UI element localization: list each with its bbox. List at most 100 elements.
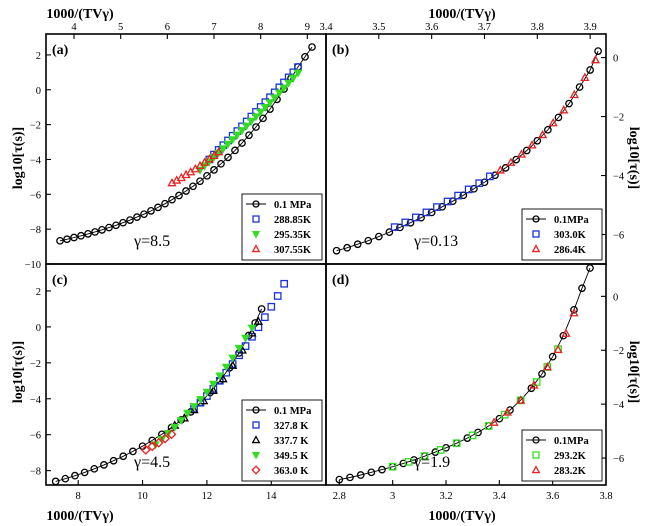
data-point-circle [438, 202, 447, 211]
x-tick-label: 10 [137, 491, 148, 502]
data-point-circle [301, 52, 309, 61]
data-point-triangle-down [215, 372, 225, 381]
data-point-square [388, 462, 397, 471]
y-tick-label: −6 [30, 431, 41, 442]
data-point-circle [98, 225, 106, 234]
x-tick-label: 3 [390, 491, 395, 502]
legend: 0.1MPa 293.2K 283.2K [521, 429, 603, 482]
panel-letter: (c) [52, 273, 68, 288]
data-point-square [401, 218, 410, 227]
legend-label: 295.35K [274, 230, 312, 241]
data-point-triangle-down [221, 363, 231, 372]
legend-label: 307.55K [274, 245, 312, 256]
bottom-axis-title-right: 1000/(TVγ) [428, 509, 496, 524]
data-point-square [443, 197, 452, 206]
data-point-circle [90, 464, 99, 473]
data-point-diamond [166, 429, 177, 440]
legend-marker-triangle-up [251, 244, 261, 253]
data-point-circle [80, 468, 89, 477]
data-point-circle [196, 177, 204, 186]
right-axis-title-lower: log10[τ(s)] [626, 341, 641, 403]
data-point-triangle-up [580, 72, 590, 82]
panel-data [56, 43, 316, 245]
data-point-triangle-down [293, 69, 303, 78]
legend-label: 0.1 MPa [274, 406, 312, 417]
data-point-triangle-up [516, 395, 526, 404]
y-tick-label: −4 [30, 395, 42, 406]
data-point-circle [148, 436, 157, 445]
legend-marker-circle [252, 200, 260, 208]
data-point-circle [544, 125, 552, 134]
data-point-circle [538, 370, 546, 378]
legend-marker-triangle-down [251, 451, 261, 460]
legend-marker-circle [532, 215, 540, 223]
data-point-circle [84, 230, 92, 238]
gamma-label: γ=8.5 [133, 233, 170, 250]
data-point-circle [533, 136, 542, 145]
legend-marker-square [252, 421, 260, 429]
data-point-circle [374, 232, 383, 241]
bottom-axis-title-left: 1000/(TVγ) [46, 509, 114, 524]
data-point-circle [442, 443, 450, 452]
data-point-circle [396, 223, 404, 232]
x-tick-label: 3.4 [493, 491, 507, 502]
data-point-triangle-up [590, 54, 601, 64]
legend-label: 363.0 K [274, 466, 309, 477]
data-point-circle [100, 461, 108, 469]
data-point-square [485, 172, 494, 181]
legend-label: 303.0K [554, 230, 587, 241]
data-point-square [484, 422, 493, 430]
top-axis-title: 1000/(TVγ) [46, 7, 114, 22]
data-point-circle [367, 468, 376, 477]
x-tick-label: 5 [118, 22, 123, 33]
data-point-triangle-down [242, 122, 252, 131]
legend-label: 349.5 K [274, 451, 309, 462]
data-point-triangle-up [228, 360, 238, 369]
data-point-circle [364, 236, 373, 245]
data-point-triangle-up [542, 361, 552, 371]
data-point-circle [399, 459, 408, 468]
x-tick-label: 12 [202, 491, 213, 502]
data-point-diamond [153, 437, 164, 448]
legend-marker-circle [252, 406, 260, 414]
data-point-square [454, 191, 462, 200]
data-point-triangle-down [260, 103, 270, 112]
panel-letter: (b) [332, 43, 349, 58]
legend-label: 293.2K [554, 451, 587, 462]
data-point-circle [343, 243, 351, 252]
x-tick-label: 3.5 [372, 22, 385, 33]
data-point-triangle-down [256, 108, 266, 117]
data-point-triangle-up [489, 417, 499, 426]
data-point-triangle-down [202, 388, 212, 397]
data-point-circle [51, 477, 60, 485]
data-point-circle [112, 221, 120, 230]
data-point-triangle-down [196, 396, 205, 405]
data-point-circle [565, 99, 573, 108]
data-point-square [452, 439, 461, 448]
data-point-circle [522, 146, 531, 155]
data-point-circle [459, 191, 468, 200]
panel-c: 8 10 12 14 −8 −6 −4 −2 0 2 (c) γ=4.5 0.1 MPa 327.8 K 3… [30, 263, 327, 502]
data-point-circle [70, 233, 78, 242]
data-point-triangle-up [561, 328, 571, 337]
legend-label: 0.1 MPa [274, 200, 312, 211]
data-point-circle [385, 228, 394, 237]
data-point-circle [252, 123, 260, 131]
data-point-circle [203, 171, 211, 180]
data-point-circle [133, 213, 141, 221]
x-tick-label: 3.6 [425, 22, 438, 33]
data-point-triangle-down [265, 99, 275, 108]
data-point-triangle-down [274, 89, 284, 98]
legend: 0.1 MPa 327.8 K 337.7 K 349.5 K 363.0 K [241, 399, 323, 482]
data-point-circle [448, 197, 457, 206]
data-point-triangle-up [208, 385, 218, 395]
data-point-triangle-down [234, 344, 244, 353]
data-point-triangle-down [183, 409, 192, 418]
data-point-circle [259, 114, 267, 123]
x-tick-label: 2.8 [333, 491, 346, 502]
data-point-triangle-up [214, 146, 224, 156]
data-point-circle [245, 131, 253, 140]
data-point-triangle-up [495, 165, 505, 174]
data-point-circle [175, 191, 183, 200]
data-point-circle [578, 284, 586, 293]
